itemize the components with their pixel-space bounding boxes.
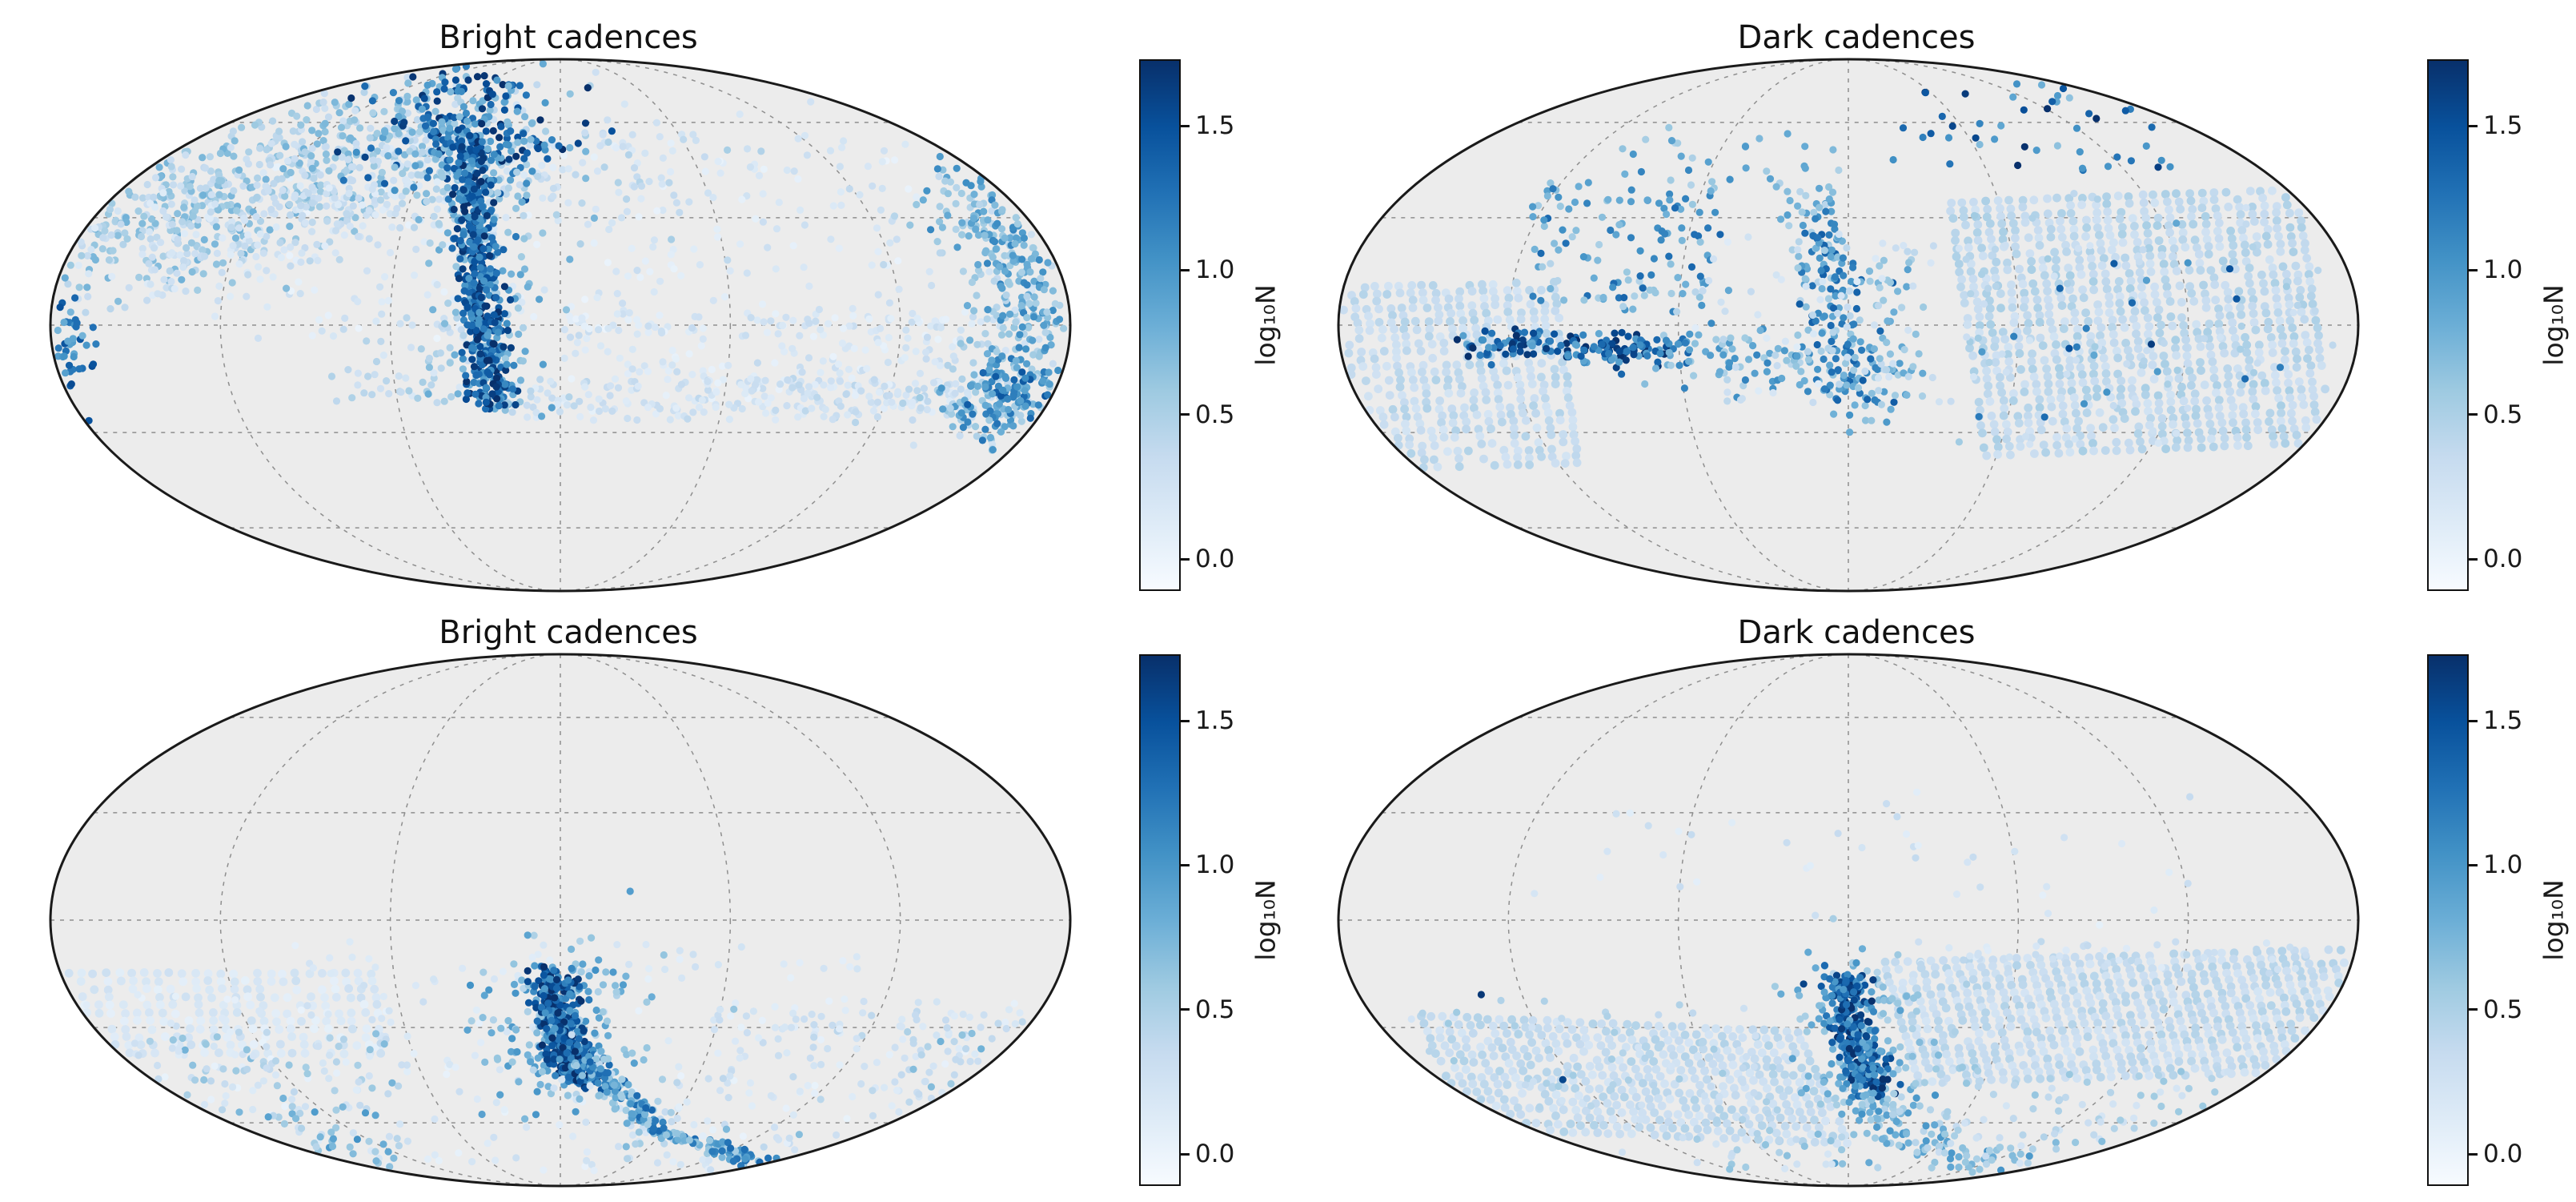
- colorbar-tick: [2469, 720, 2478, 722]
- colorbar-tick-label: 1.0: [1195, 850, 1234, 879]
- colorbar-tick-label: 1.5: [1195, 111, 1234, 140]
- colorbar-tick-label: 0.5: [2483, 400, 2522, 429]
- sky-map-mollweide: [32, 13, 1105, 607]
- colorbar-gradient: [2427, 654, 2469, 1186]
- colorbar: log₁₀N 1.5 1.0 0.5 0.0: [2427, 654, 2576, 1186]
- colorbar-axis-label: log₁₀N: [2538, 284, 2570, 365]
- colorbar-tick-label: 0.5: [1195, 995, 1234, 1024]
- colorbar-tick-label: 0.0: [2483, 545, 2522, 573]
- colorbar-axis-label: log₁₀N: [1250, 879, 1282, 960]
- colorbar-axis-label: log₁₀N: [2538, 879, 2570, 960]
- colorbar-tick: [2469, 1153, 2478, 1156]
- sky-map-mollweide: [1320, 13, 2393, 607]
- colorbar-tick: [2469, 558, 2478, 561]
- colorbar: log₁₀N 1.5 1.0 0.5 0.0: [1139, 654, 1320, 1186]
- colorbar-tick-label: 0.0: [1195, 545, 1234, 573]
- colorbar-tick-label: 0.0: [1195, 1140, 1234, 1168]
- colorbar-tick-label: 1.5: [2483, 111, 2522, 140]
- colorbar-gradient: [1139, 59, 1181, 591]
- colorbar-tick-label: 1.0: [2483, 255, 2522, 284]
- colorbar-tick: [1181, 1153, 1190, 1156]
- colorbar-tick: [1181, 269, 1190, 271]
- sky-map-mollweide: [32, 608, 1105, 1202]
- colorbar-tick-label: 0.0: [2483, 1140, 2522, 1168]
- colorbar-tick: [2469, 1008, 2478, 1011]
- colorbar-tick-label: 0.5: [1195, 400, 1234, 429]
- colorbar-tick: [2469, 269, 2478, 271]
- colorbar-tick-label: 1.0: [1195, 255, 1234, 284]
- colorbar-tick: [1181, 864, 1190, 866]
- colorbar-tick: [1181, 558, 1190, 561]
- sky-map-mollweide: [1320, 608, 2393, 1202]
- colorbar-tick: [2469, 125, 2478, 127]
- colorbar-gradient: [2427, 59, 2469, 591]
- colorbar-tick-label: 0.5: [2483, 995, 2522, 1024]
- colorbar-tick: [1181, 125, 1190, 127]
- colorbar-tick-label: 1.5: [2483, 706, 2522, 735]
- colorbar-tick-label: 1.5: [1195, 706, 1234, 735]
- colorbar-tick: [2469, 864, 2478, 866]
- colorbar-gradient: [1139, 654, 1181, 1186]
- colorbar-tick: [1181, 720, 1190, 722]
- colorbar: log₁₀N 1.5 1.0 0.5 0.0: [2427, 59, 2576, 591]
- colorbar-tick: [1181, 1008, 1190, 1011]
- colorbar: log₁₀N 1.5 1.0 0.5 0.0: [1139, 59, 1320, 591]
- colorbar-tick-label: 1.0: [2483, 850, 2522, 879]
- colorbar-tick: [1181, 413, 1190, 416]
- colorbar-axis-label: log₁₀N: [1250, 284, 1282, 365]
- colorbar-tick: [2469, 413, 2478, 416]
